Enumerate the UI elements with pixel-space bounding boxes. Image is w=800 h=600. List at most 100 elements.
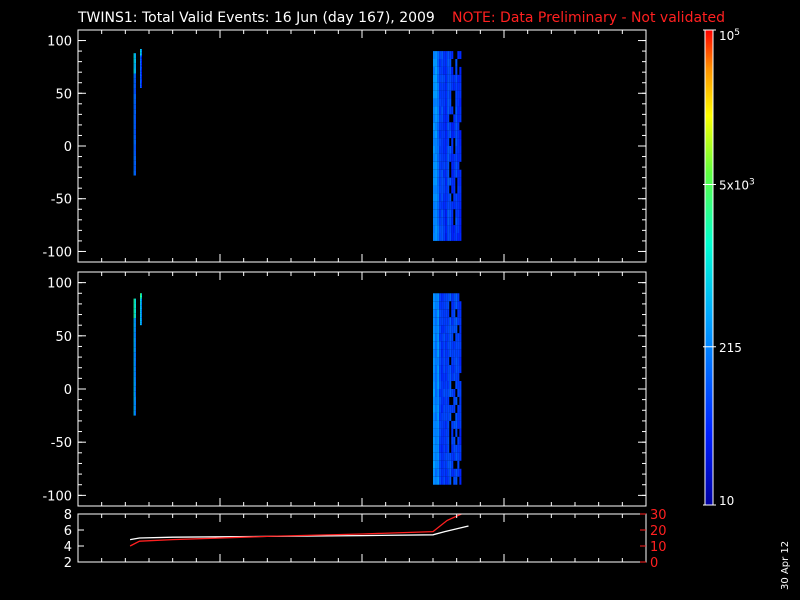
data-cell xyxy=(457,381,460,389)
data-cell xyxy=(451,185,454,194)
data-cell xyxy=(134,400,136,406)
data-cell xyxy=(447,301,450,310)
data-cell xyxy=(433,381,436,389)
data-cell xyxy=(453,309,456,318)
data-cell xyxy=(445,74,448,83)
data-cell xyxy=(443,59,446,67)
data-cell xyxy=(441,436,444,445)
data-cell xyxy=(133,93,135,100)
data-cell xyxy=(140,309,142,311)
data-cell xyxy=(437,381,440,389)
data-cell xyxy=(437,225,440,233)
data-cell xyxy=(455,201,458,210)
data-cell xyxy=(435,217,438,226)
data-cell xyxy=(140,322,142,324)
data-cell xyxy=(445,412,448,421)
data-cell xyxy=(437,412,440,421)
data-cell xyxy=(459,201,462,210)
data-cell xyxy=(441,357,444,366)
data-cell xyxy=(447,317,450,326)
data-cell xyxy=(451,468,454,477)
data-cell xyxy=(435,333,438,342)
data-cell xyxy=(449,82,452,91)
data-cell xyxy=(457,106,460,115)
data-cell xyxy=(133,88,135,94)
data-cell xyxy=(140,318,142,320)
data-cell xyxy=(447,428,450,437)
data-cell xyxy=(439,373,442,382)
data-cell xyxy=(457,74,460,83)
data-cell xyxy=(447,404,450,413)
data-cell xyxy=(140,319,142,322)
data-cell xyxy=(437,153,440,162)
data-cell xyxy=(455,82,458,91)
data-cell xyxy=(459,428,462,437)
data-cell xyxy=(140,309,142,311)
data-cell xyxy=(449,293,452,302)
data-cell xyxy=(134,58,136,64)
data-cell xyxy=(451,436,454,445)
data-cell xyxy=(433,233,436,241)
data-cell xyxy=(449,177,452,186)
data-cell xyxy=(447,341,450,350)
data-cell xyxy=(439,381,442,389)
data-cell xyxy=(445,59,448,67)
data-cell xyxy=(445,130,448,139)
colorbar-tick-exponent: 5 xyxy=(734,28,740,38)
data-cell xyxy=(433,341,436,350)
data-cell xyxy=(437,146,440,154)
data-cell xyxy=(445,138,448,146)
data-cell xyxy=(133,322,135,328)
data-cell xyxy=(449,209,452,218)
data-cell xyxy=(140,63,142,66)
data-cell xyxy=(455,217,458,226)
data-cell xyxy=(441,130,444,139)
data-cell xyxy=(437,349,440,358)
data-cell xyxy=(451,225,454,233)
data-cell xyxy=(140,61,142,64)
data-cell xyxy=(133,400,135,406)
data-cell xyxy=(449,59,452,67)
data-cell xyxy=(453,201,456,210)
data-cell xyxy=(455,138,458,146)
data-cell xyxy=(459,74,462,83)
data-cell xyxy=(439,209,442,218)
data-cell xyxy=(439,122,442,131)
data-cell xyxy=(455,66,458,75)
data-cell xyxy=(134,347,136,353)
colorbar-tick-exponent: 3 xyxy=(749,177,755,187)
data-cell xyxy=(134,352,136,358)
data-cell xyxy=(439,161,442,170)
data-cell xyxy=(435,460,438,469)
data-cell xyxy=(459,233,462,241)
data-cell xyxy=(457,193,460,202)
data-cell xyxy=(441,185,444,194)
data-cell xyxy=(447,193,450,202)
data-cell xyxy=(447,396,450,405)
data-cell xyxy=(441,333,444,342)
data-cell xyxy=(459,153,462,162)
data-cell xyxy=(140,301,142,303)
axes-frame xyxy=(77,271,647,507)
data-cell xyxy=(453,365,456,374)
data-cell xyxy=(453,476,456,485)
data-cell xyxy=(439,317,442,326)
data-cell xyxy=(437,476,440,485)
data-cell xyxy=(140,302,142,304)
data-cell xyxy=(433,412,436,421)
data-cell xyxy=(133,366,135,372)
data-cell xyxy=(439,153,442,162)
data-cell xyxy=(437,90,440,99)
data-cell xyxy=(435,404,438,413)
data-cell xyxy=(443,333,446,342)
data-cell xyxy=(435,325,438,334)
data-cell xyxy=(441,412,444,421)
data-cell xyxy=(441,396,444,405)
data-cell xyxy=(443,185,446,194)
data-cell xyxy=(439,365,442,374)
data-cell xyxy=(451,74,454,83)
data-cell xyxy=(441,404,444,413)
data-cell xyxy=(134,371,136,377)
data-cell xyxy=(441,138,444,146)
data-cell xyxy=(140,55,142,58)
